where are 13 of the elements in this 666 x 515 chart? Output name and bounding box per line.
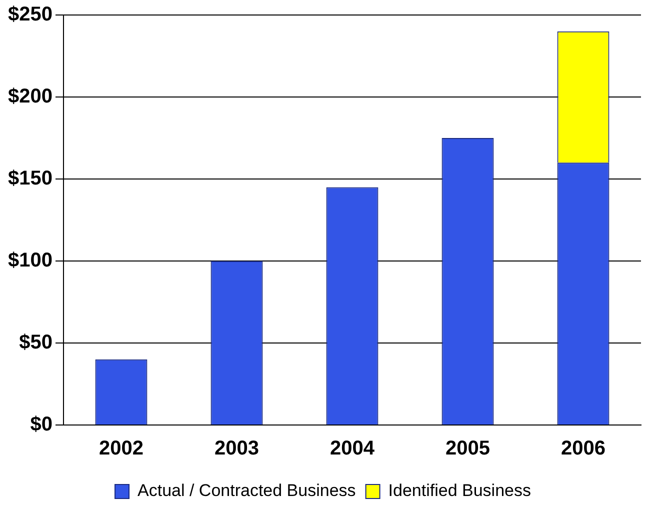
legend-label: Actual / Contracted Business — [138, 481, 356, 500]
legend-label: Identified Business — [388, 481, 531, 500]
y-tick-label: $0 — [30, 414, 52, 436]
x-tick-label: 2004 — [330, 438, 376, 460]
x-tick-label: 2003 — [214, 438, 259, 460]
y-tick-label: $100 — [8, 250, 52, 272]
y-tick-label: $200 — [8, 86, 52, 108]
y-tick-label: $150 — [8, 168, 52, 190]
y-tick-label: $250 — [8, 4, 52, 26]
x-tick-label: 2002 — [98, 438, 144, 460]
x-tick-label: 2006 — [561, 438, 606, 460]
y-tick-label: $50 — [19, 332, 52, 354]
x-tick-label: 2005 — [446, 438, 490, 460]
